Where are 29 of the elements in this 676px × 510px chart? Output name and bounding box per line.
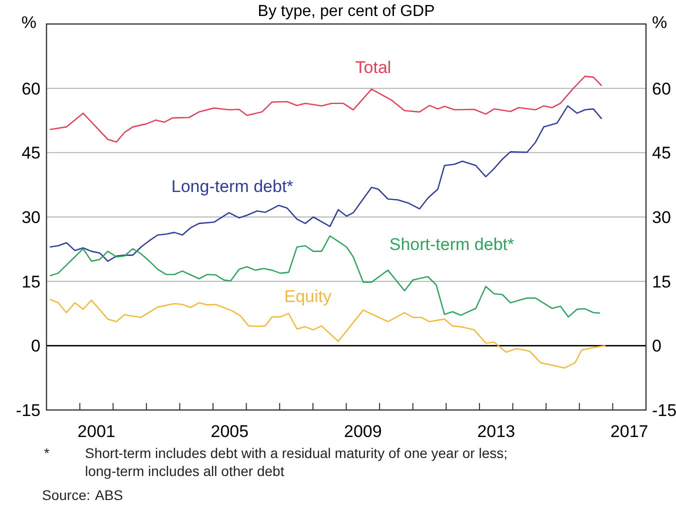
series-label: Long-term debt* [171, 176, 294, 196]
x-tick-label: 2017 [610, 422, 648, 441]
y-tick-label: 30 [22, 208, 40, 227]
y2-tick-label: -15 [652, 401, 676, 420]
x-tick-label: 2009 [344, 422, 382, 441]
source-note: Source: ABS [42, 487, 124, 503]
y-tick-label: -15 [16, 401, 40, 420]
series-label: Total [355, 58, 392, 78]
line-series [49, 76, 602, 143]
y2-tick-label: 0 [652, 336, 662, 356]
y2-tick-label: 60 [652, 79, 671, 98]
text: * Short-term includes debt with a residual maturity of one year or less; long-term includes all other debt [44, 445, 508, 479]
line-series [49, 105, 602, 262]
x-tick-label: 2013 [477, 422, 516, 441]
y2-tick-label: 45 [652, 144, 671, 163]
x-tick-label: 2001 [78, 422, 116, 441]
y2-axis-title: % [652, 13, 668, 32]
chart-subtitle: By type, per cent of GDP [258, 3, 435, 20]
series-label: Equity [284, 286, 332, 306]
y2-tick-label: 30 [652, 208, 671, 227]
y2-tick-label: 15 [652, 272, 671, 292]
y-tick-label: 60 [22, 79, 40, 98]
y-tick-label: 0 [31, 336, 40, 356]
y-tick-label: 45 [22, 144, 40, 163]
line-series [49, 235, 601, 318]
y-axis-title: % [21, 13, 36, 32]
x-tick-label: 2005 [210, 422, 249, 441]
y-tick-label: 15 [22, 272, 40, 292]
series-label: Short-term debt* [389, 234, 514, 254]
